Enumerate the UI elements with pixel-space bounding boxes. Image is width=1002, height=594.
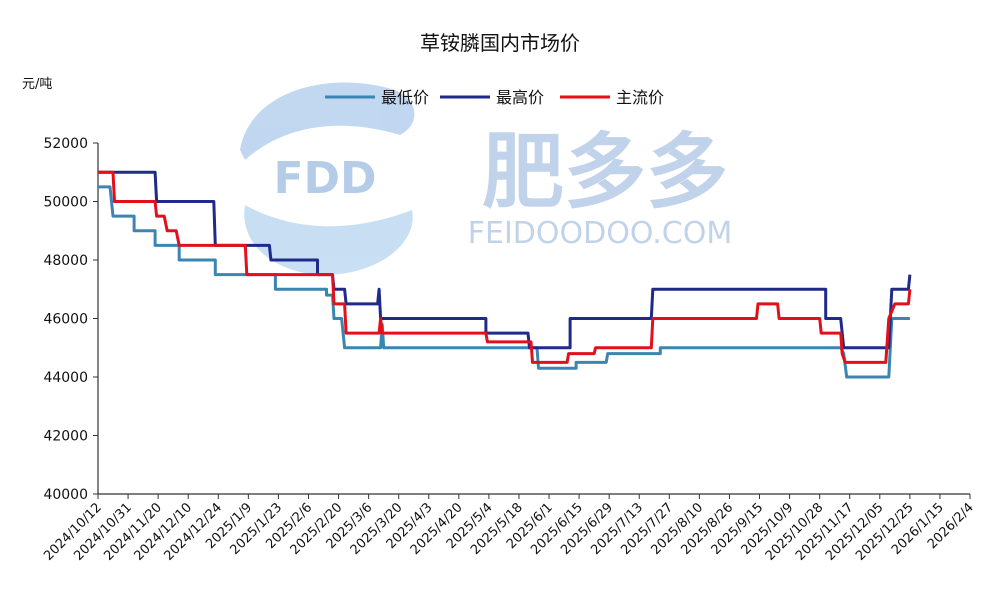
y-tick-label: 44000: [43, 370, 88, 386]
logo-text: FDD: [273, 153, 376, 204]
fdd-logo: FDD: [240, 82, 415, 275]
legend-label: 主流价: [616, 88, 664, 107]
y-tick-label: 40000: [43, 487, 88, 503]
y-tick-label: 52000: [43, 136, 88, 152]
brand-cn-text: 肥多多: [482, 125, 728, 220]
watermark: FDD 肥多多 FEIDOODOO.COM: [240, 82, 732, 275]
series-line-1: [98, 185, 910, 379]
legend-label: 最低价: [381, 88, 429, 107]
y-axis-unit-label: 元/吨: [22, 77, 52, 92]
series-line-3: [98, 170, 912, 364]
legend: 最低价 最高价 主流价: [325, 88, 664, 107]
brand-en-text: FEIDOODOO.COM: [468, 216, 732, 251]
y-tick-label: 42000: [43, 429, 88, 445]
chart-title: 草铵膦国内市场价: [420, 31, 580, 55]
legend-label: 最高价: [496, 88, 544, 107]
series-layer: [98, 170, 912, 379]
series-line-2: [98, 170, 912, 350]
y-tick-label: 48000: [43, 253, 88, 269]
y-tick-label: 50000: [43, 195, 88, 211]
y-tick-label: 46000: [43, 312, 88, 328]
